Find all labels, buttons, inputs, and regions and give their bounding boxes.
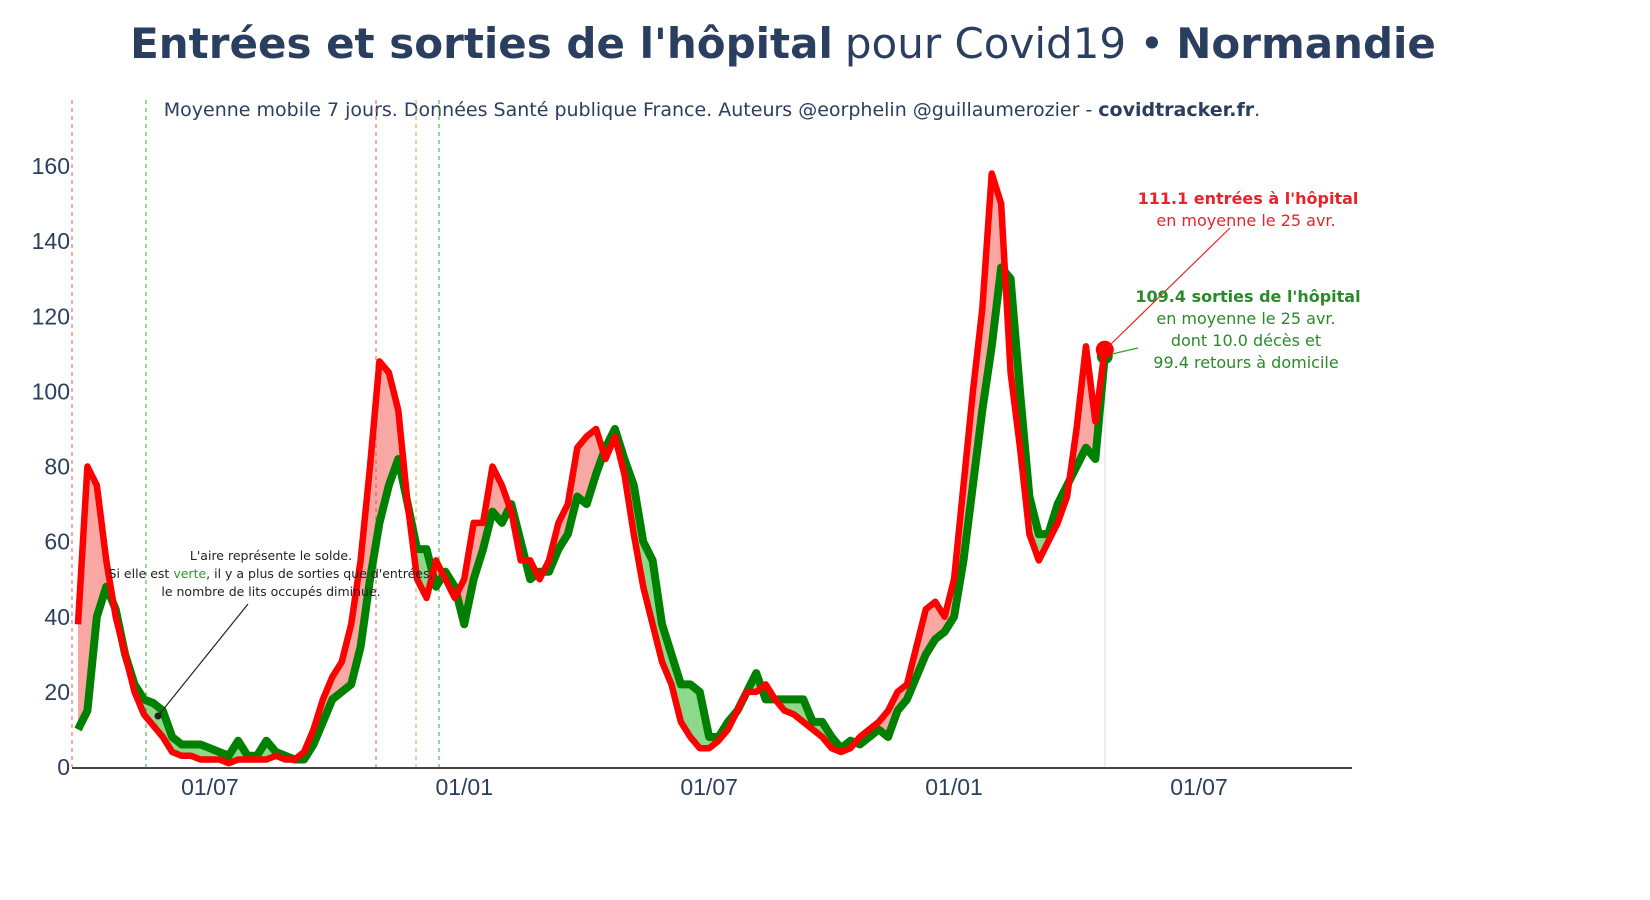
subtitle-text: Moyenne mobile 7 jours. Données Santé pu… (164, 99, 1093, 121)
subtitle-site: covidtracker.fr (1098, 99, 1255, 121)
annotation-line: 111.1 entrées à l'hôpital (1138, 189, 1359, 208)
annotation-colored: verte (173, 566, 206, 581)
y-tick-label: 60 (44, 529, 70, 555)
annotation-line: en moyenne le 25 avr. (1156, 211, 1335, 230)
subtitle: Moyenne mobile 7 jours. Données Santé pu… (164, 99, 1260, 121)
annotation-line: dont 10.0 décès et (1171, 331, 1321, 350)
event-lines (71, 100, 440, 767)
annotation-solde: L'aire représente le solde. Si elle est ve… (109, 548, 434, 599)
subtitle-end: . (1254, 99, 1260, 121)
y-tick-label: 20 (44, 679, 70, 705)
arrow-dot (154, 712, 162, 720)
y-tick-label: 100 (32, 378, 70, 404)
end-point (1095, 340, 1114, 359)
annotation-line: Si elle est verte, il y a plus de sorties… (109, 566, 434, 581)
y-tick-label: 40 (44, 604, 70, 630)
annotation-line: 109.4 sorties de l'hôpital (1135, 287, 1360, 306)
annotation-part: Si elle est (109, 566, 170, 581)
x-tick-label: 01/01 (925, 774, 983, 800)
annotation-line: 99.4 retours à domicile (1153, 353, 1338, 372)
x-tick-label: 01/07 (1170, 774, 1228, 800)
leader-line (1109, 227, 1231, 346)
title-normal: pour Covid19 • (845, 19, 1164, 68)
y-tick-label: 80 (44, 454, 70, 480)
y-tick-label: 140 (32, 228, 70, 254)
y-tick-label: 160 (32, 153, 70, 179)
x-tick-label: 01/07 (680, 774, 738, 800)
title-bold: Entrées et sorties de l'hôpital (130, 19, 833, 68)
annotation-line: le nombre de lits occupés diminue. (161, 584, 380, 599)
annotation-line: en moyenne le 25 avr. (1156, 309, 1335, 328)
area-fills (78, 173, 1105, 764)
x-tick-label: 01/01 (435, 774, 493, 800)
leader-line (1111, 347, 1139, 355)
annotation-entrees: 111.1 entrées à l'hôpital en moyenne le 2… (1138, 189, 1359, 230)
area-fill (577, 436, 587, 505)
series-line (74, 170, 1109, 767)
series-line (74, 263, 1109, 764)
annotation-line: L'aire représente le solde. (190, 548, 352, 563)
x-tick-label: 01/07 (181, 774, 239, 800)
area-fill (417, 549, 427, 598)
annotation-sorties: 109.4 sorties de l'hôpital en moyenne le … (1135, 287, 1360, 372)
annotation-part: , il y a plus de sorties que d'entrées, (206, 566, 433, 581)
lines (74, 170, 1114, 767)
chart-title: Entrées et sorties de l'hôpital pour Covi… (130, 19, 1436, 68)
y-tick-label: 120 (32, 303, 70, 329)
title-region: Normandie (1176, 19, 1436, 68)
area-fill (690, 684, 700, 749)
arrow-line (157, 603, 249, 717)
y-tick-label: 0 (57, 754, 70, 780)
